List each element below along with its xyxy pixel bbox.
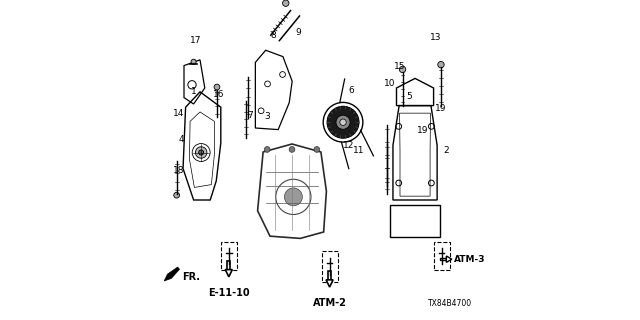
Circle shape: [264, 147, 270, 152]
Circle shape: [195, 147, 207, 158]
Polygon shape: [225, 269, 232, 277]
Circle shape: [336, 115, 350, 129]
Text: ATM-2: ATM-2: [313, 298, 346, 308]
Circle shape: [174, 192, 179, 198]
Circle shape: [283, 0, 289, 6]
Polygon shape: [164, 267, 179, 281]
Text: 9: 9: [296, 28, 301, 36]
Bar: [434, 242, 450, 270]
Circle shape: [340, 119, 346, 125]
Text: TX84B4700: TX84B4700: [428, 299, 472, 308]
Bar: [390, 205, 440, 237]
Circle shape: [214, 84, 220, 90]
Circle shape: [284, 188, 302, 206]
Text: 2: 2: [444, 146, 449, 155]
Polygon shape: [326, 280, 333, 287]
Circle shape: [191, 59, 196, 64]
Circle shape: [314, 147, 320, 152]
Bar: [221, 242, 237, 270]
Text: 5: 5: [406, 92, 412, 100]
Text: 13: 13: [431, 33, 442, 42]
Text: 18: 18: [173, 166, 184, 175]
Text: 19: 19: [417, 126, 428, 135]
Text: 6: 6: [348, 86, 354, 95]
Circle shape: [399, 66, 406, 73]
Circle shape: [438, 61, 444, 68]
Circle shape: [289, 147, 295, 152]
Text: 4: 4: [179, 135, 184, 144]
Text: FR.: FR.: [182, 272, 200, 283]
Polygon shape: [446, 256, 452, 262]
Circle shape: [327, 106, 359, 138]
Text: 19: 19: [435, 104, 447, 113]
Text: 1: 1: [191, 87, 196, 96]
Text: ATM-3: ATM-3: [454, 255, 485, 264]
Text: 10: 10: [384, 79, 396, 88]
Text: 11: 11: [353, 146, 365, 155]
Text: 17: 17: [190, 36, 202, 45]
Text: 7: 7: [248, 111, 253, 120]
Circle shape: [198, 150, 204, 155]
Text: 16: 16: [213, 90, 224, 99]
Text: 14: 14: [173, 109, 184, 118]
Text: E-11-10: E-11-10: [208, 288, 250, 299]
Text: 12: 12: [342, 141, 354, 150]
Polygon shape: [440, 258, 446, 260]
Polygon shape: [227, 261, 230, 269]
Circle shape: [192, 144, 210, 162]
Bar: [322, 251, 338, 282]
Text: 15: 15: [394, 62, 405, 71]
Polygon shape: [328, 271, 331, 280]
Text: 3: 3: [264, 112, 270, 121]
Text: 8: 8: [270, 31, 276, 40]
